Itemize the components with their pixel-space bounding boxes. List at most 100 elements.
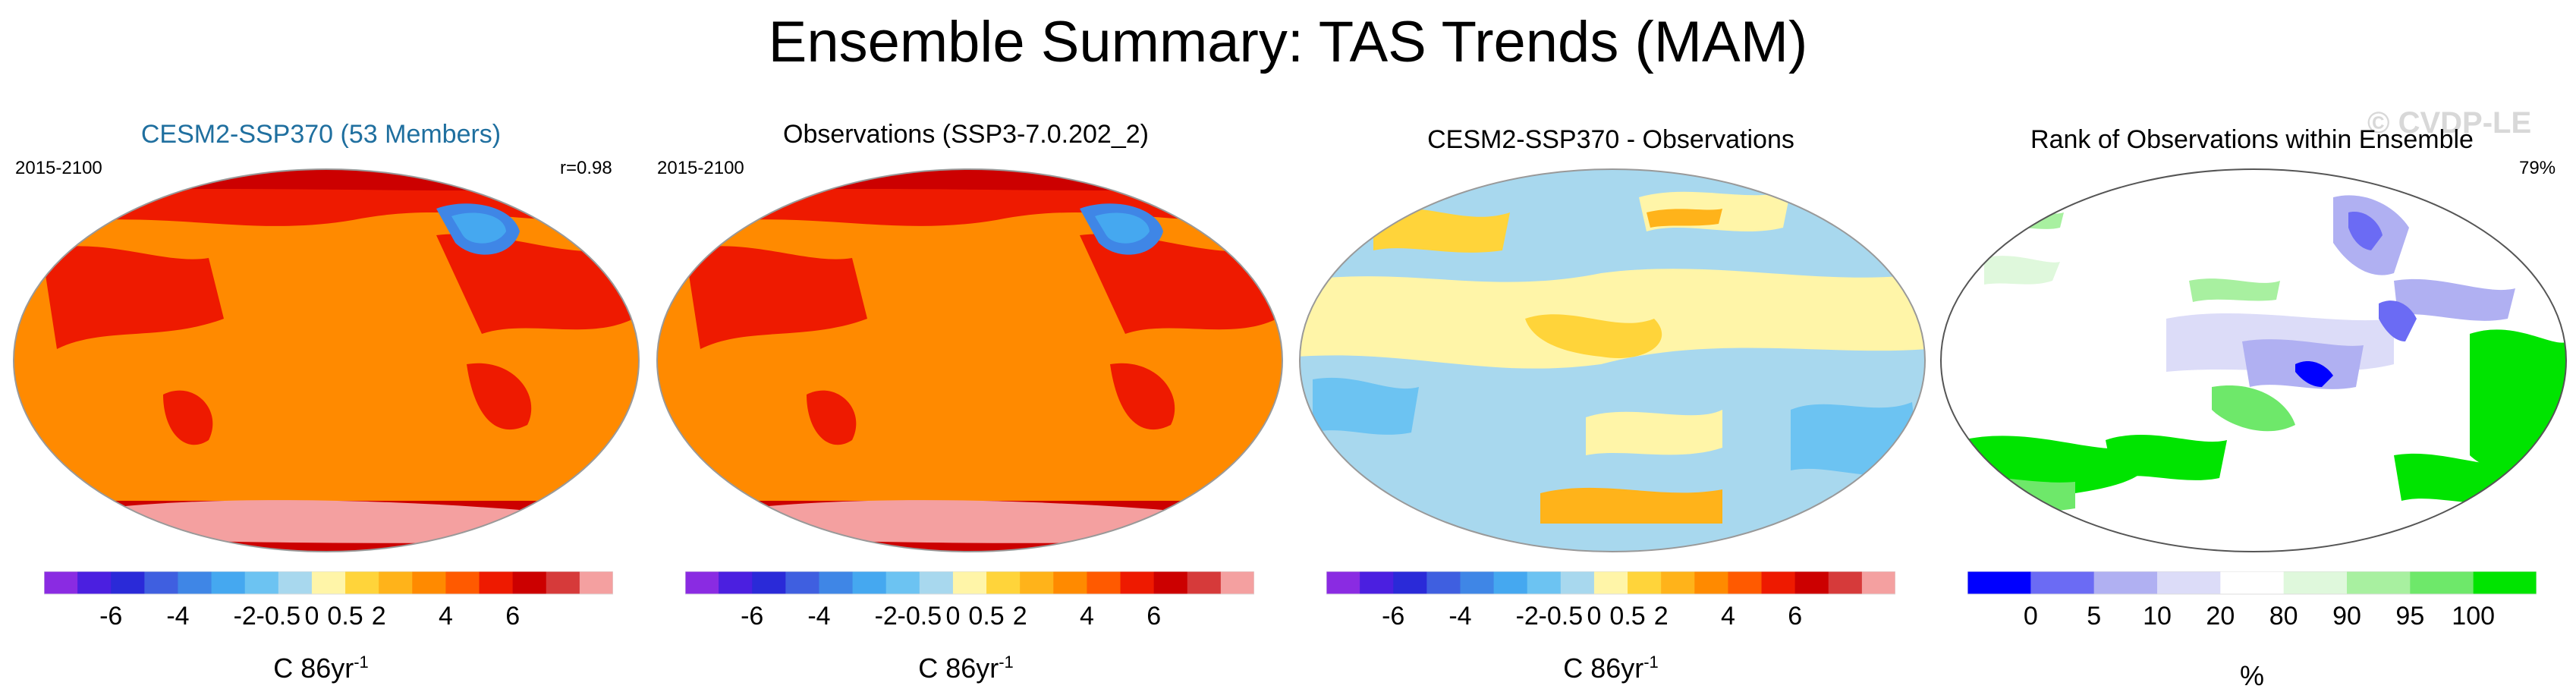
colorbar-swatch	[885, 571, 920, 594]
colorbar-swatch	[1087, 571, 1121, 594]
panel-1-colorbar-unit: C 86yr-1	[273, 653, 369, 684]
panel-4-title: Rank of Observations within Ensemble	[2030, 125, 2474, 154]
panel-2-period: 2015-2100	[657, 158, 744, 178]
colorbar-tick-label: 6	[505, 602, 520, 631]
colorbar-swatch	[2283, 571, 2348, 594]
colorbar-swatch	[852, 571, 887, 594]
panel-1-period: 2015-2100	[15, 158, 102, 178]
colorbar-swatch	[1593, 571, 1628, 594]
colorbar-outline	[1967, 571, 2537, 595]
colorbar-swatch	[2347, 571, 2411, 594]
panel-4-rank-percent: 79%	[2519, 158, 2556, 178]
colorbar-swatch	[445, 571, 480, 594]
colorbar-swatch	[479, 571, 514, 594]
colorbar-swatch	[44, 571, 78, 594]
colorbar-tick-label: -2	[875, 602, 898, 631]
panel-3-colorbar: -6 -4 -2 -0.5 0 0.5 2 4 6	[1326, 571, 1895, 631]
colorbar-swatch	[278, 571, 313, 594]
colorbar-outline	[685, 571, 1254, 595]
colorbar-outline	[1326, 571, 1895, 595]
colorbar-swatch	[211, 571, 246, 594]
colorbar-swatch	[986, 571, 1021, 594]
colorbar-swatch	[379, 571, 413, 594]
panel-2-colorbar-unit: C 86yr-1	[918, 653, 1014, 684]
colorbar-swatch	[2093, 571, 2158, 594]
watermark: © CVDP-LE	[2367, 106, 2532, 140]
colorbar-swatch	[1187, 571, 1222, 594]
colorbar-tick-label: -6	[99, 602, 122, 631]
colorbar-swatch	[1628, 571, 1662, 594]
panel-2-colorbar: -6 -4 -2 -0.5 0 0.5 2 4 6	[685, 571, 1254, 631]
colorbar-swatch	[1527, 571, 1562, 594]
colorbar-tick-label: 90	[2332, 602, 2361, 631]
colorbar-tick-label: 2	[1654, 602, 1669, 631]
colorbar-tick-label: 80	[2269, 602, 2298, 631]
colorbar-swatch	[579, 571, 613, 594]
colorbar-swatch	[1493, 571, 1528, 594]
colorbar-tick-label: 100	[2452, 602, 2495, 631]
colorbar-tick-label: 2	[372, 602, 386, 631]
colorbar-tick-label: 4	[1721, 602, 1735, 631]
panel-1-map	[13, 168, 640, 552]
colorbar-swatch	[77, 571, 112, 594]
colorbar-tick-label: -0.5	[1539, 602, 1584, 631]
panel-3-title: CESM2-SSP370 - Observations	[1427, 125, 1794, 154]
colorbar-tick-label: 0.5	[327, 602, 363, 631]
colorbar-tick-label: -4	[166, 602, 189, 631]
colorbar-tick-label: 20	[2206, 602, 2235, 631]
colorbar-tick-label: -6	[1382, 602, 1404, 631]
colorbar-tick-label: -4	[807, 602, 830, 631]
colorbar-swatch	[2473, 571, 2537, 594]
panel-3-colorbar-unit: C 86yr-1	[1563, 653, 1659, 684]
colorbar-swatch	[1020, 571, 1054, 594]
colorbar-tick-label: 0	[945, 602, 960, 631]
colorbar-tick-label: 4	[1080, 602, 1094, 631]
colorbar-swatch	[1326, 571, 1360, 594]
colorbar-swatch	[1861, 571, 1895, 594]
colorbar-swatch	[752, 571, 786, 594]
panel-2-title: Observations (SSP3-7.0.202_2)	[783, 120, 1149, 149]
colorbar-swatch	[1360, 571, 1394, 594]
panel-1-title: CESM2-SSP370 (53 Members)	[140, 120, 502, 149]
colorbar-swatch	[1794, 571, 1829, 594]
panel-4-map	[1940, 168, 2567, 552]
colorbar-tick-label: -6	[741, 602, 763, 631]
colorbar-tick-label: 0	[304, 602, 319, 631]
panel-1-colorbar: -6 -4 -2 -0.5 0 0.5 2 4 6	[44, 571, 613, 631]
colorbar-swatch	[412, 571, 446, 594]
colorbar-swatch	[2157, 571, 2221, 594]
colorbar-tick-label: -2	[234, 602, 256, 631]
colorbar-swatch	[2220, 571, 2285, 594]
colorbar-swatch	[244, 571, 279, 594]
colorbar-tick-label: -0.5	[256, 602, 301, 631]
colorbar-swatch	[512, 571, 547, 594]
colorbar-tick-label: 0.5	[968, 602, 1004, 631]
colorbar-tick-label: -0.5	[898, 602, 942, 631]
colorbar-swatch	[111, 571, 145, 594]
figure-title: Ensemble Summary: TAS Trends (MAM)	[768, 10, 1808, 74]
colorbar-tick-label: 95	[2395, 602, 2424, 631]
colorbar-swatch	[144, 571, 178, 594]
colorbar-tick-label: -2	[1516, 602, 1539, 631]
colorbar-swatch	[685, 571, 719, 594]
colorbar-tick-label: 0	[1587, 602, 1601, 631]
panel-4-colorbar: 0 5 10 20 80 90 95 100	[1967, 571, 2537, 631]
colorbar-tick-label: 4	[439, 602, 453, 631]
colorbar-swatch	[1053, 571, 1087, 594]
colorbar-tick-label: -4	[1448, 602, 1471, 631]
panel-4-colorbar-unit: %	[2239, 660, 2264, 691]
colorbar-swatch	[1661, 571, 1695, 594]
colorbar-swatch	[178, 571, 212, 594]
colorbar-swatch	[919, 571, 954, 594]
colorbar-swatch	[2410, 571, 2474, 594]
colorbar-outline	[44, 571, 613, 595]
colorbar-swatch	[1761, 571, 1796, 594]
colorbar-swatch	[345, 571, 379, 594]
colorbar-swatch	[1694, 571, 1728, 594]
panel-2-map	[656, 168, 1283, 552]
colorbar-swatch	[719, 571, 753, 594]
colorbar-tick-label: 6	[1788, 602, 1802, 631]
colorbar-swatch	[1120, 571, 1155, 594]
colorbar-swatch	[1967, 571, 2031, 594]
colorbar-swatch	[311, 571, 346, 594]
